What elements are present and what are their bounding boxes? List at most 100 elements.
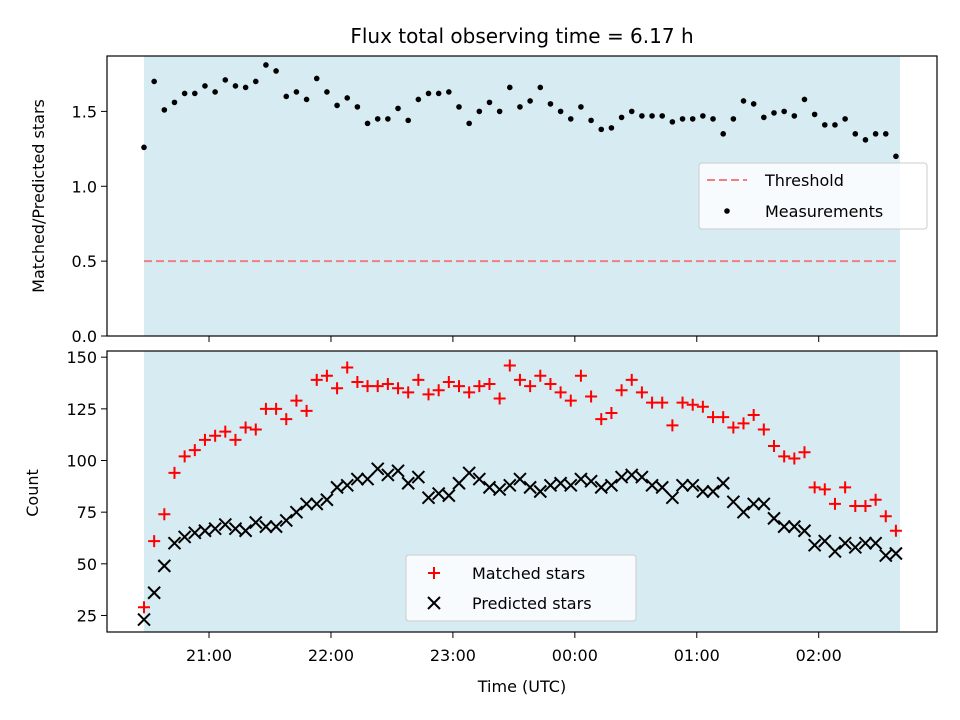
matched-star-point <box>879 510 892 523</box>
measurement-point <box>618 114 625 121</box>
x-tick-label: 23:00 <box>430 646 476 665</box>
predicted-star-point <box>645 478 659 493</box>
measurement-point <box>242 84 249 91</box>
matched-star-point <box>300 404 313 417</box>
predicted-star-point <box>889 546 903 561</box>
matched-star-point <box>503 359 516 372</box>
predicted-star-point <box>238 524 253 538</box>
predicted-star-point <box>411 470 426 484</box>
matched-star-point <box>198 433 211 446</box>
measurement-point <box>456 104 462 110</box>
matched-star-point <box>229 433 242 446</box>
legend-measurements-label: Measurements <box>765 202 883 221</box>
measurement-point <box>273 68 279 74</box>
legend-matched-label: Matched stars <box>472 564 585 583</box>
predicted-star-point <box>848 540 862 554</box>
predicted-star-point <box>828 544 842 559</box>
predicted-star-point <box>543 478 558 493</box>
predicted-star-point <box>533 484 547 499</box>
measurement-point <box>212 89 218 95</box>
x-tick-label: 00:00 <box>552 646 598 665</box>
predicted-star-point <box>320 493 334 507</box>
predicted-stars-points <box>137 462 903 627</box>
matched-star-point <box>798 446 811 459</box>
predicted-star-point <box>401 476 415 490</box>
matched-star-point <box>778 450 791 463</box>
matched-star-point <box>595 413 608 426</box>
predicted-star-point <box>513 472 527 486</box>
predicted-star-point <box>137 612 151 627</box>
bottom-axes-frame <box>106 350 938 633</box>
matched-star-point <box>605 406 618 419</box>
predicted-star-point <box>198 524 212 538</box>
matched-star-point <box>696 400 709 413</box>
matched-star-point <box>737 417 750 430</box>
predicted-star-point <box>614 470 629 484</box>
measurement-point <box>222 77 229 83</box>
bottom-legend: Matched stars Predicted stars <box>405 554 637 622</box>
bottom-y-axis-label: Count <box>23 469 42 517</box>
predicted-star-point <box>259 519 273 534</box>
predicted-star-point <box>492 482 507 497</box>
matched-star-point <box>676 396 689 409</box>
matched-star-point <box>270 402 283 415</box>
matched-star-point <box>422 388 435 401</box>
predicted-star-point <box>858 536 873 550</box>
measurement-point <box>852 131 859 137</box>
measurement-point <box>446 89 452 95</box>
predicted-star-point <box>767 511 781 526</box>
top-y-tick-label: 1.5 <box>72 102 97 121</box>
predicted-star-point <box>249 515 263 530</box>
predicted-star-point <box>482 480 497 495</box>
matched-star-point <box>839 481 852 494</box>
matched-star-point <box>544 378 557 391</box>
predicted-star-point <box>381 468 395 482</box>
predicted-star-point <box>188 526 202 540</box>
matched-star-point <box>554 386 567 399</box>
matched-star-point <box>158 508 171 521</box>
measurement-point <box>151 78 157 85</box>
x-tick-label: 02:00 <box>796 646 842 665</box>
matched-star-point <box>615 384 628 397</box>
predicted-star-point <box>746 497 761 511</box>
measurement-point <box>740 98 747 104</box>
measurement-point <box>588 117 594 124</box>
matched-star-point <box>585 390 598 403</box>
measurement-point <box>141 144 147 151</box>
predicted-star-point <box>655 480 669 495</box>
top-panel: 0.0 0.5 1.0 1.5 Matched/Predicted stars Thr… <box>29 55 938 346</box>
predicted-star-point <box>371 462 385 476</box>
matched-star-point <box>635 386 648 399</box>
predicted-star-point <box>584 474 598 488</box>
measurement-point <box>750 101 757 107</box>
matched-star-point <box>707 411 720 424</box>
predicted-star-point <box>269 519 283 534</box>
measurement-point <box>557 108 564 115</box>
measurement-point <box>791 113 798 119</box>
predicted-star-point <box>279 513 293 528</box>
matched-star-point <box>168 466 181 479</box>
matched-star-point <box>808 481 821 494</box>
top-legend: Threshold Measurements <box>698 162 928 230</box>
measurement-point <box>832 122 838 128</box>
measurement-point <box>649 113 655 119</box>
predicted-star-point <box>635 470 649 484</box>
matched-star-point <box>534 369 547 382</box>
predicted-star-point <box>431 486 446 501</box>
measurement-point <box>872 131 879 137</box>
measurement-point <box>720 131 726 137</box>
matched-star-point <box>310 373 323 386</box>
predicted-star-point <box>360 472 375 486</box>
predicted-star-point <box>838 536 852 550</box>
matched-star-point <box>849 499 862 512</box>
matched-star-point <box>249 423 262 436</box>
top-x-ticks <box>208 336 820 342</box>
measurement-point <box>669 119 676 125</box>
matched-star-point <box>178 450 191 463</box>
matched-star-point <box>331 382 344 395</box>
measurement-point <box>822 122 828 128</box>
matched-star-point <box>818 483 831 496</box>
predicted-star-point <box>564 478 578 493</box>
measurement-point <box>192 90 198 97</box>
